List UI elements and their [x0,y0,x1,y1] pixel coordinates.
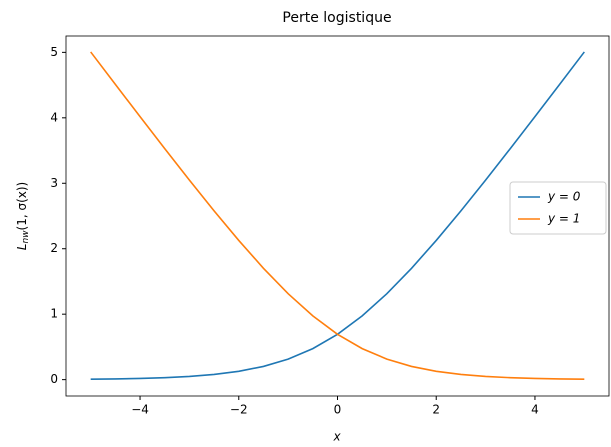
y-tick-label: 3 [50,176,58,190]
y-tick-label: 4 [50,110,58,124]
line-series [90,51,585,380]
legend-label: y = 0 [547,190,581,204]
y-label-main: L [15,244,29,251]
x-tick-label: 4 [531,403,539,417]
y-tick-label: 0 [50,372,58,386]
legend-box [509,181,607,235]
y-tick-label: 2 [50,241,58,255]
y-label-sub: nw [21,230,31,244]
y-tick-label: 1 [50,307,58,321]
x-tick-label: −2 [230,403,248,417]
y-tick-label: 5 [50,45,58,59]
y-axis-label: Lnw(1, σ(x)) [15,182,31,250]
x-axis-label: x [332,430,341,444]
y-label-rest: (1, σ(x)) [15,182,29,231]
x-tick-label: 2 [432,403,440,417]
x-tick-label: 0 [334,403,342,417]
legend-label: y = 1 [547,212,580,226]
plot-frame [65,35,610,397]
x-tick-label: −4 [131,403,149,417]
chart-title: Perte logistique [282,10,391,26]
